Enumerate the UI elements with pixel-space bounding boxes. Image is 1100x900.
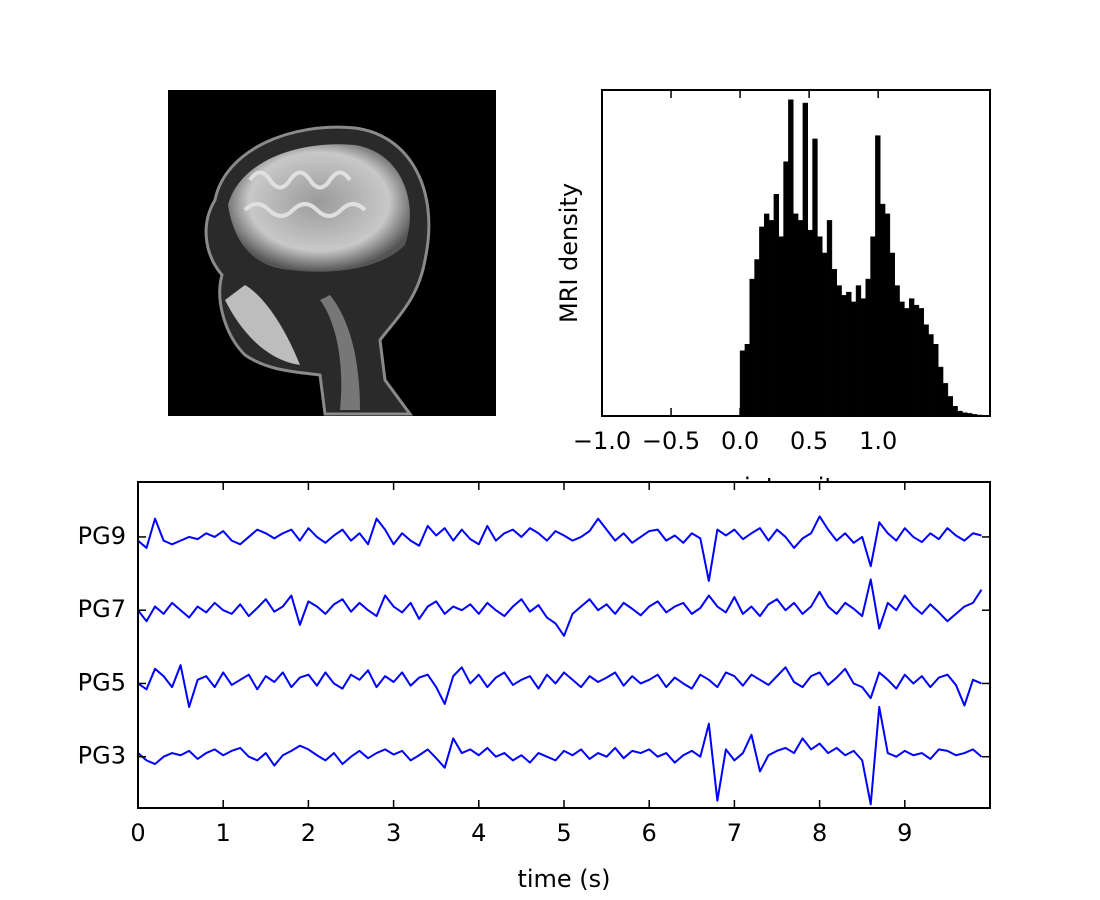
mri-image: [168, 90, 496, 416]
histogram-bar: [937, 366, 944, 417]
x-tick-label: 0: [130, 819, 145, 847]
histogram-bar: [783, 161, 789, 417]
histogram-bar: [744, 344, 750, 417]
x-tick-label: 0.5: [790, 427, 828, 455]
histogram-bar: [918, 308, 924, 417]
histogram-bar: [860, 298, 866, 417]
histogram-bar: [797, 220, 804, 417]
histogram-bar: [889, 252, 895, 417]
y-axis-label: MRI density: [555, 183, 583, 323]
x-tick-label: 7: [727, 819, 742, 847]
x-tick-label: 9: [897, 819, 912, 847]
histogram-bar: [759, 226, 765, 417]
x-tick-label: 1: [216, 819, 231, 847]
histogram-bar: [913, 304, 920, 417]
y-tick-label: PG9: [78, 522, 126, 550]
histogram-bar: [821, 252, 828, 417]
histogram-bar: [749, 278, 755, 417]
axes-frame: [601, 89, 991, 417]
x-tick-label: 5: [556, 819, 571, 847]
x-tick-label: 6: [642, 819, 657, 847]
histogram-bar: [739, 350, 746, 417]
x-axis-label: time (s): [517, 865, 610, 893]
histogram-bar: [894, 285, 900, 417]
histogram-bar: [870, 236, 876, 417]
signal-line: [137, 664, 982, 708]
histogram-bar: [923, 324, 929, 417]
histogram-bar: [884, 213, 891, 417]
histogram-bar: [952, 405, 958, 417]
histogram-bar: [754, 259, 760, 417]
histogram-bar: [904, 308, 910, 417]
histogram-bar: [778, 236, 784, 417]
histogram-bar: [855, 285, 862, 417]
histogram-bar: [928, 334, 934, 417]
histogram-bar: [768, 220, 775, 417]
histogram-bar: [817, 236, 823, 417]
histogram-bar: [802, 102, 808, 417]
histogram-bar: [792, 213, 799, 417]
y-tick-label: PG7: [78, 595, 126, 623]
histogram-bar: [826, 220, 833, 417]
histogram-bar: [879, 203, 886, 417]
histogram-bar: [841, 295, 847, 417]
y-tick-label: PG5: [78, 668, 126, 696]
signal-line: [137, 705, 983, 806]
histogram-bar: [865, 278, 871, 417]
x-tick-label: 1.0: [859, 427, 897, 455]
histogram-bar: [933, 344, 939, 417]
histogram-bar: [875, 135, 881, 417]
histogram-bar: [899, 301, 905, 417]
histogram-bar: [788, 99, 794, 417]
signal-line: [137, 515, 982, 582]
x-tick-label: 3: [386, 819, 401, 847]
histogram-bar: [846, 291, 852, 417]
histogram-bar: [908, 298, 915, 417]
x-tick-label: 0.0: [721, 427, 759, 455]
histogram-bar: [850, 301, 857, 417]
histogram-bar: [773, 194, 779, 417]
histogram-bar: [831, 269, 837, 417]
histogram-bar: [836, 285, 842, 417]
x-tick-label: −0.5: [642, 427, 700, 455]
histogram-bar: [942, 383, 949, 417]
histogram-bar: [812, 138, 818, 417]
histogram-bar: [807, 229, 813, 417]
signal-line: [137, 578, 983, 637]
x-tick-label: −1.0: [573, 427, 631, 455]
histogram-bar: [763, 213, 770, 417]
x-tick-label: 8: [812, 819, 827, 847]
y-tick-label: PG3: [78, 742, 126, 770]
histogram-bar: [947, 396, 953, 417]
x-tick-label: 4: [471, 819, 486, 847]
x-tick-label: 2: [301, 819, 316, 847]
